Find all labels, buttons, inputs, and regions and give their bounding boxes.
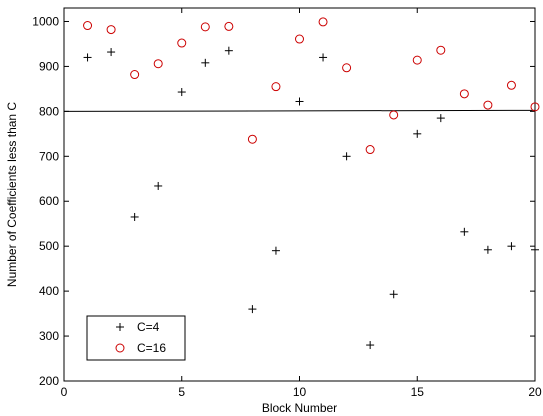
data-point-circle <box>271 82 281 92</box>
y-tick-label: 400 <box>39 284 59 298</box>
x-tick-label: 15 <box>411 385 425 399</box>
data-point-circle <box>83 21 93 31</box>
legend-circle-icon <box>115 343 125 353</box>
data-point-plus <box>107 48 116 57</box>
data-point-plus <box>389 290 398 299</box>
x-tick-label: 20 <box>528 385 542 399</box>
series-1 <box>83 46 539 350</box>
y-tick-label: 600 <box>39 194 59 208</box>
data-point-circle <box>318 17 328 27</box>
y-axis-label: Number of Coefficients less than C <box>5 102 19 288</box>
y-tick-label: 1000 <box>32 14 59 28</box>
data-point-circle <box>295 34 304 44</box>
data-point-plus <box>413 129 422 138</box>
data-point-circle <box>530 102 540 112</box>
series-layer <box>83 17 540 350</box>
data-point-plus <box>319 53 328 62</box>
data-point-circle <box>459 89 469 99</box>
data-point-circle <box>130 70 140 80</box>
data-point-circle <box>483 100 493 110</box>
x-tick-label: 5 <box>178 385 185 399</box>
legend-box <box>86 315 186 361</box>
data-point-circle <box>365 145 375 155</box>
data-point-plus <box>366 341 375 350</box>
data-point-plus <box>531 245 539 254</box>
legend-entry-label: C=4 <box>137 320 160 334</box>
y-tick-label: 900 <box>39 59 59 73</box>
y-tick-label: 500 <box>39 239 59 253</box>
series-2 <box>83 17 540 155</box>
data-point-plus <box>342 152 351 161</box>
data-point-circle <box>412 55 422 65</box>
ticks-layer: 0 5 10 15 20 200 300 400 500 600 700 800 900 1000 <box>32 8 542 399</box>
data-point-plus <box>436 114 445 123</box>
y-tick-label: 800 <box>39 104 59 118</box>
y-tick-label: 200 <box>39 374 59 388</box>
x-tick-label: 10 <box>293 385 307 399</box>
x-tick-label: 0 <box>61 385 68 399</box>
data-point-plus <box>295 97 304 106</box>
data-point-circle <box>106 25 116 35</box>
data-point-circle <box>177 38 187 48</box>
legend: C=4 C=16 <box>86 315 186 361</box>
data-point-circle <box>436 45 446 55</box>
x-axis-label: Block Number <box>262 401 337 415</box>
legend-entry-label: C=16 <box>137 341 166 355</box>
data-point-plus <box>130 212 139 221</box>
data-point-plus <box>248 305 257 314</box>
data-point-plus <box>507 242 516 251</box>
data-point-plus <box>201 58 210 67</box>
y-tick-label: 300 <box>39 329 59 343</box>
data-point-circle <box>200 22 210 32</box>
data-point-plus <box>177 88 186 97</box>
y-tick-label: 700 <box>39 149 59 163</box>
data-point-plus <box>271 246 280 255</box>
data-point-plus <box>460 227 469 236</box>
data-point-circle <box>224 21 234 31</box>
data-point-circle <box>506 80 516 90</box>
data-point-plus <box>224 46 233 55</box>
legend-plus-icon <box>116 323 124 331</box>
data-point-circle <box>342 63 352 73</box>
reference-line-layer <box>63 109 536 112</box>
data-point-circle <box>389 110 399 120</box>
data-point-circle <box>153 59 163 69</box>
reference-line <box>63 109 536 112</box>
data-point-plus <box>83 53 92 62</box>
data-point-circle <box>247 134 257 144</box>
data-point-plus <box>154 181 163 190</box>
data-point-plus <box>483 245 492 254</box>
